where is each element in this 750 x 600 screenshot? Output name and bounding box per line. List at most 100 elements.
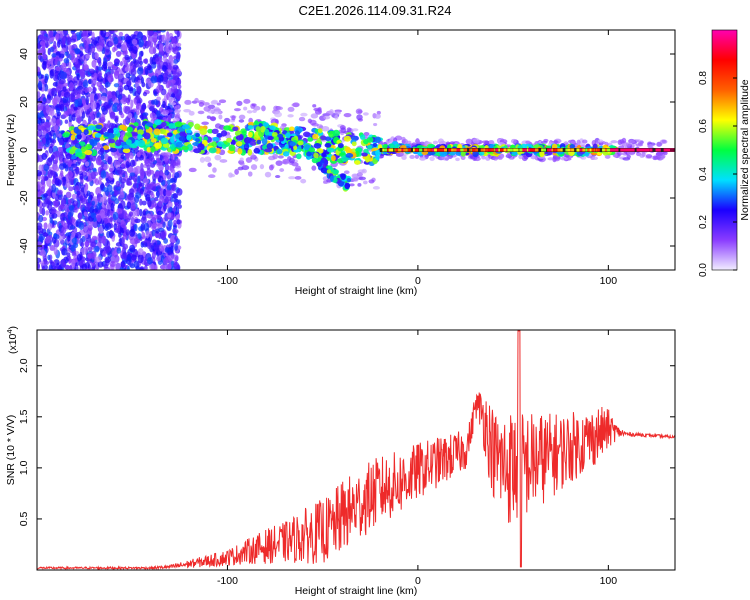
heatmap-signal-cell [137, 139, 146, 147]
heatmap-noise-cell [68, 114, 73, 123]
heatmap-halo-cell [274, 111, 282, 118]
heatmap-noise-cell [58, 163, 66, 171]
heatmap-noise-cell [167, 79, 171, 89]
heatmap-branch-cell [254, 120, 259, 125]
heatmap-noise-cell [156, 57, 160, 62]
heatmap-carrier-cell [403, 148, 407, 152]
heatmap-noise-cell [150, 75, 158, 84]
heatmap-noise-cell [133, 223, 138, 232]
heatmap-signal-cell [94, 133, 102, 138]
heatmap-halo-cell [547, 157, 554, 161]
heatmap-noise-cell [84, 161, 90, 167]
heatmap-noise-cell [151, 222, 158, 229]
heatmap-noise-cell [146, 240, 151, 249]
heatmap-signal-cell [232, 126, 239, 132]
heatmap-noise-cell [91, 252, 95, 260]
heatmap-noise-cell [147, 30, 154, 37]
heatmap-noise-cell [129, 244, 136, 252]
heatmap-noise-cell [159, 187, 163, 197]
heatmap-noise-cell [96, 214, 102, 222]
snr-y-label: SNR (10 * V/V) [5, 415, 17, 486]
heatmap-noise-cell [126, 256, 132, 266]
heatmap-noise-cell [64, 51, 69, 56]
heatmap-noise-cell [41, 181, 46, 189]
heatmap-halo-cell [208, 174, 216, 179]
heatmap-noise-cell [72, 80, 78, 86]
heatmap-carrier-cell [489, 148, 493, 152]
heatmap-branch-cell [271, 132, 278, 137]
heatmap-carrier-cell [496, 148, 500, 152]
heatmap-noise-cell [118, 31, 124, 37]
heatmap-noise-cell [153, 244, 160, 252]
heatmap-noise-cell [158, 42, 164, 52]
heatmap-noise-cell [165, 39, 170, 49]
heatmap-noise-cell [37, 104, 40, 110]
heatmap-signal-cell [125, 139, 132, 145]
heatmap-noise-cell [112, 46, 116, 53]
heatmap-noise-cell [90, 212, 97, 219]
heatmap-halo-cell [415, 139, 420, 144]
heatmap-noise-cell [145, 230, 150, 239]
heatmap-noise-cell [129, 228, 136, 237]
spectrogram-y-tick-label: -40 [18, 238, 30, 253]
heatmap-signal-cell [122, 148, 131, 154]
heatmap-signal-cell [276, 148, 283, 155]
heatmap-halo-cell [194, 97, 199, 103]
heatmap-noise-cell [140, 223, 146, 231]
heatmap-noise-cell [37, 169, 42, 177]
heatmap-noise-cell [37, 90, 41, 99]
heatmap-signal-cell [195, 133, 200, 138]
heatmap-carrier-cell [631, 148, 635, 152]
heatmap-noise-cell [135, 265, 141, 270]
heatmap-halo-cell [216, 102, 221, 106]
heatmap-branch-cell [308, 147, 316, 153]
heatmap-halo-cell [261, 105, 266, 112]
heatmap-carrier-cell [491, 148, 495, 152]
heatmap-noise-cell [117, 94, 123, 100]
heatmap-noise-cell [62, 67, 70, 73]
heatmap-signal-cell [168, 123, 175, 129]
heatmap-noise-cell [176, 188, 183, 196]
heatmap-noise-cell [147, 63, 151, 71]
heatmap-halo-cell [373, 122, 378, 127]
spectrogram-x-ticks: -100 0 100 [217, 30, 617, 287]
heatmap-noise-cell [129, 159, 136, 167]
heatmap-signal-cell [74, 143, 81, 149]
heatmap-noise-cell [61, 227, 67, 234]
heatmap-noise-cell [122, 243, 129, 250]
heatmap-carrier-cell [509, 148, 513, 152]
heatmap-noise-cell [112, 104, 117, 113]
heatmap-halo-cell [312, 104, 317, 108]
heatmap-noise-cell [97, 180, 102, 185]
heatmap-noise-cell [120, 187, 124, 195]
heatmap-noise-cell [108, 167, 113, 173]
heatmap-noise-cell [136, 86, 142, 94]
heatmap-signal-cell [312, 133, 319, 140]
heatmap-halo-cell [437, 138, 444, 144]
heatmap-noise-cell [70, 245, 76, 252]
heatmap-halo-cell [374, 113, 381, 119]
snr-y-tick-label: 0.5 [18, 511, 30, 526]
heatmap-noise-cell [136, 75, 143, 81]
heatmap-noise-cell [126, 201, 132, 209]
heatmap-noise-cell [37, 140, 42, 149]
heatmap-signal-cell [345, 146, 351, 153]
heatmap-noise-cell [45, 236, 51, 244]
heatmap-halo-cell [259, 164, 265, 170]
heatmap-noise-cell [68, 204, 75, 211]
heatmap-branch-cell [297, 140, 304, 146]
heatmap-noise-cell [68, 82, 74, 92]
heatmap-halo-cell [317, 106, 322, 113]
heatmap-branch-cell [263, 122, 269, 127]
heatmap-noise-cell [134, 208, 140, 217]
heatmap-halo-cell [356, 172, 363, 177]
heatmap-carrier-cell [528, 148, 532, 152]
heatmap-signal-cell [256, 139, 262, 145]
heatmap-noise-cell [135, 191, 142, 199]
heatmap-noise-cell [91, 154, 97, 162]
heatmap-halo-cell [334, 111, 341, 115]
heatmap-noise-cell [161, 34, 167, 44]
heatmap-signal-cell [83, 129, 89, 136]
heatmap-signal-cell [150, 138, 157, 143]
heatmap-noise-cell [91, 31, 95, 39]
